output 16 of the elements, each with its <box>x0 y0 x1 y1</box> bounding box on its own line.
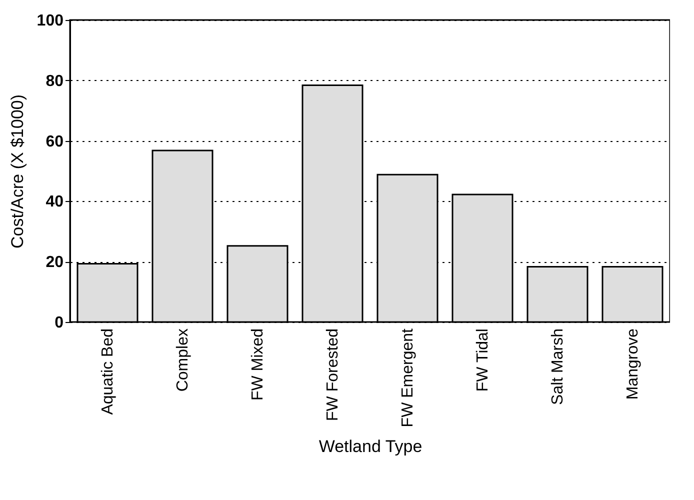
x-tick-label: FW Tidal <box>474 328 492 392</box>
y-tick-label: 40 <box>46 194 64 211</box>
x-axis-title: Wetland Type <box>318 437 422 456</box>
y-tick-label: 20 <box>46 254 64 272</box>
x-tick-label: FW Forested <box>324 328 342 421</box>
x-tick-label: Aquatic Bed <box>100 328 116 415</box>
x-tick-label: FW Emergent <box>400 328 416 428</box>
x-tick-label: Mangrove <box>624 328 642 400</box>
x-tick-label: Salt Marsh <box>550 328 566 405</box>
y-tick-label: 60 <box>46 133 64 150</box>
x-tick-label: Complex <box>174 328 192 392</box>
y-axis-title: Cost/Acre (X $1000) <box>8 94 27 249</box>
y-tick-label: 0 <box>54 314 64 332</box>
x-tick-label: FW Mixed <box>250 328 266 400</box>
y-tick-label: 80 <box>46 72 64 90</box>
y-tick-label: 100 <box>36 12 64 30</box>
